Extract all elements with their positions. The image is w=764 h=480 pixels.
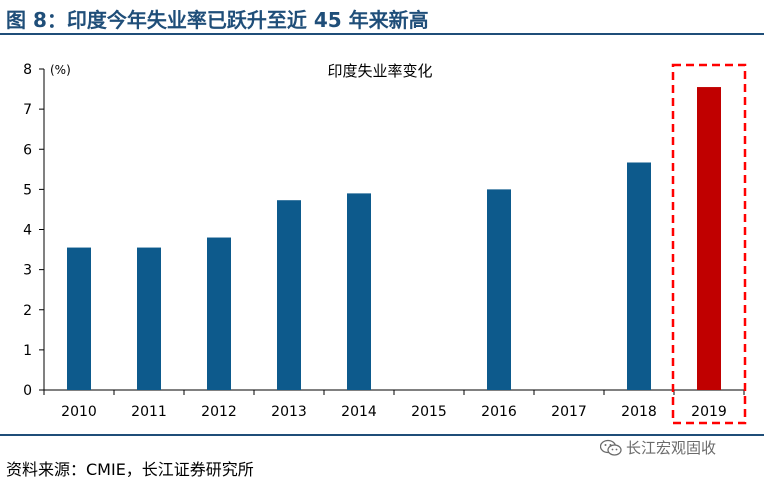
y-tick-label: 0 <box>23 383 32 399</box>
y-tick-label: 8 <box>23 62 32 78</box>
highlight-box-2019 <box>671 63 747 425</box>
x-tick-label-2013: 2013 <box>271 404 307 420</box>
y-tick-label: 1 <box>23 343 32 359</box>
x-tick-label-2016: 2016 <box>481 404 517 420</box>
title-rule <box>0 33 764 35</box>
figure-title: 图 8：印度今年失业率已跃升至近 45 年来新高 <box>6 8 429 32</box>
watermark: 长江宏观固收 <box>600 437 716 458</box>
y-tick-label: 2 <box>23 303 32 319</box>
x-tick-label-2019: 2019 <box>691 404 727 420</box>
x-tick-label-2018: 2018 <box>621 404 657 420</box>
bar-2019 <box>697 87 721 391</box>
watermark-text: 长江宏观固收 <box>626 439 717 457</box>
x-tick-label-2017: 2017 <box>551 404 587 420</box>
x-tick-label-2012: 2012 <box>201 404 237 420</box>
y-tick-label: 7 <box>23 102 32 118</box>
y-tick-label: 4 <box>23 223 32 239</box>
source-rule <box>0 434 764 436</box>
bar-2014 <box>347 193 371 390</box>
source-note: 资料来源：CMIE，长江证券研究所 <box>6 460 254 479</box>
bar-2011 <box>137 247 161 390</box>
bar-2018 <box>627 162 651 390</box>
y-axis-unit-label: (%) <box>50 63 71 77</box>
y-axis: 0 1 2 3 4 5 6 7 8 <box>23 62 45 399</box>
y-tick-label: 5 <box>23 182 32 198</box>
x-tick-label-2010: 2010 <box>61 404 97 420</box>
chart-title: 印度失业率变化 <box>327 62 432 80</box>
bar-2016 <box>487 189 511 390</box>
bars <box>67 87 721 391</box>
bar-2013 <box>277 200 301 390</box>
x-tick-label-2014: 2014 <box>341 404 377 420</box>
bar-2010 <box>67 247 91 390</box>
wechat-icon <box>600 439 622 456</box>
y-tick-label: 6 <box>23 142 32 158</box>
x-tick-label-2015: 2015 <box>411 404 447 420</box>
x-axis <box>43 389 745 395</box>
x-tick-label-2011: 2011 <box>131 404 167 420</box>
y-tick-label: 3 <box>23 263 32 279</box>
bar-2012 <box>207 237 231 390</box>
x-tick-labels: 2010 2011 2012 2013 2014 2015 2016 2017 2018 2019 <box>61 404 727 420</box>
